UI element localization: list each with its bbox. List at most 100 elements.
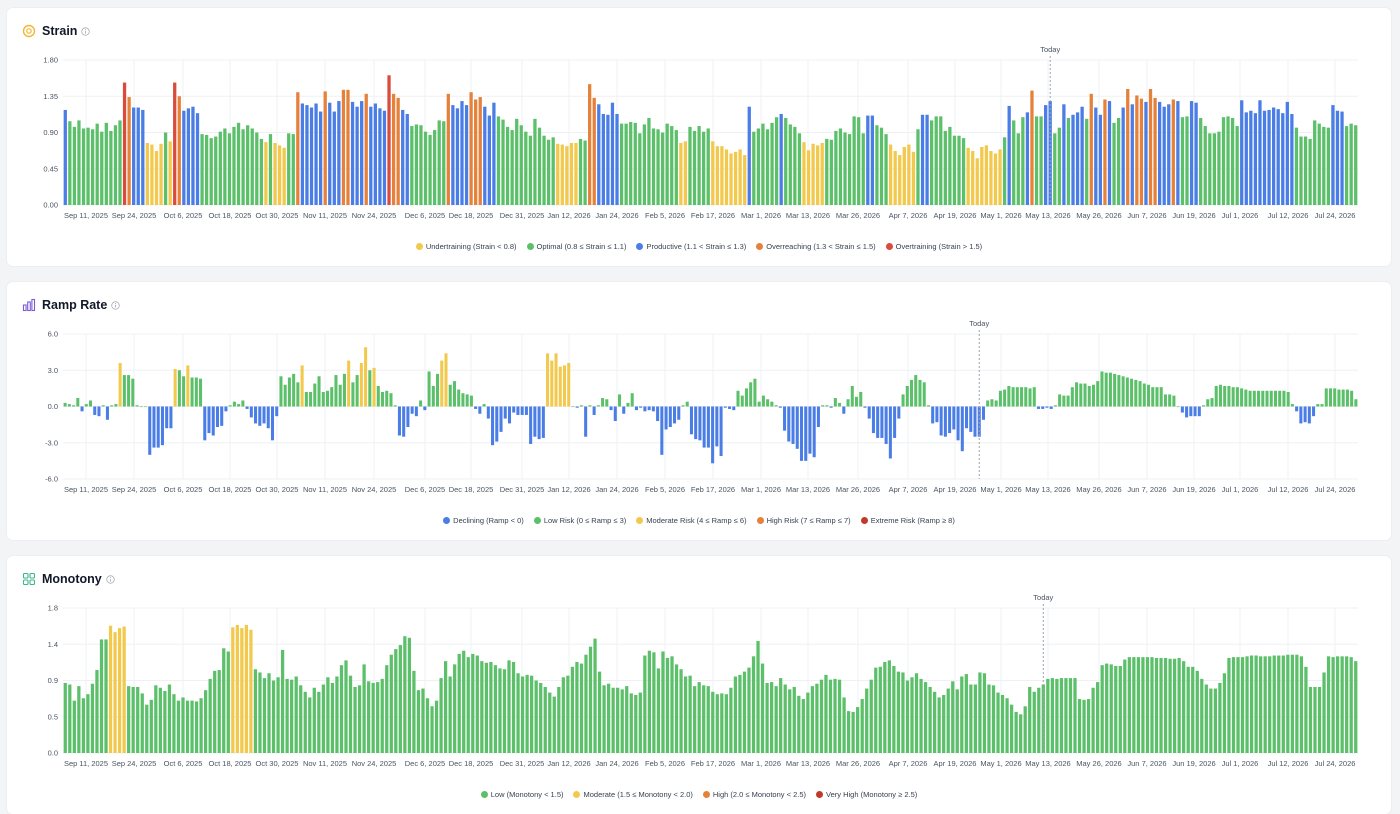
bar[interactable]	[816, 145, 820, 205]
bar[interactable]	[610, 102, 615, 205]
bar[interactable]	[656, 129, 660, 205]
bar[interactable]	[562, 365, 567, 407]
bar[interactable]	[478, 406, 482, 414]
bar[interactable]	[101, 405, 105, 407]
bar[interactable]	[1104, 372, 1108, 407]
bar[interactable]	[529, 406, 533, 444]
bar[interactable]	[122, 82, 127, 205]
bar[interactable]	[396, 97, 400, 205]
bar[interactable]	[1118, 666, 1122, 753]
bar[interactable]	[592, 97, 596, 205]
bar[interactable]	[1345, 389, 1349, 407]
bar[interactable]	[330, 682, 335, 753]
bar[interactable]	[1032, 387, 1036, 407]
bar[interactable]	[928, 686, 932, 753]
bar[interactable]	[1058, 394, 1062, 407]
bar[interactable]	[1044, 105, 1048, 205]
bar[interactable]	[474, 99, 478, 205]
bar[interactable]	[865, 688, 869, 753]
bar[interactable]	[784, 118, 788, 205]
bar[interactable]	[981, 406, 985, 420]
bar[interactable]	[266, 406, 270, 429]
bar[interactable]	[854, 396, 859, 407]
bar[interactable]	[1217, 131, 1221, 205]
bar[interactable]	[579, 405, 583, 407]
bar[interactable]	[620, 689, 624, 753]
bar[interactable]	[309, 107, 314, 205]
bar[interactable]	[421, 688, 425, 753]
bar[interactable]	[857, 117, 861, 205]
bar[interactable]	[1210, 398, 1214, 407]
bar[interactable]	[132, 107, 136, 205]
bar[interactable]	[1025, 112, 1030, 205]
bar[interactable]	[966, 147, 970, 205]
bar[interactable]	[1281, 113, 1285, 205]
bar[interactable]	[923, 682, 928, 753]
bar[interactable]	[1200, 678, 1204, 753]
bar[interactable]	[462, 650, 466, 753]
bar[interactable]	[368, 370, 372, 407]
bar[interactable]	[168, 141, 172, 205]
bar[interactable]	[495, 406, 499, 442]
bar[interactable]	[729, 153, 733, 205]
bar[interactable]	[638, 133, 642, 205]
bar[interactable]	[145, 704, 149, 753]
bar[interactable]	[783, 684, 787, 753]
bar[interactable]	[778, 406, 782, 408]
bar[interactable]	[1182, 661, 1186, 753]
bar[interactable]	[1249, 655, 1254, 753]
bar[interactable]	[63, 109, 67, 205]
bar[interactable]	[67, 404, 71, 407]
bar[interactable]	[674, 664, 679, 753]
bar[interactable]	[1223, 385, 1227, 407]
bar[interactable]	[1227, 385, 1231, 407]
bar[interactable]	[625, 686, 629, 753]
bar[interactable]	[533, 406, 537, 437]
bar[interactable]	[795, 406, 799, 449]
bar[interactable]	[647, 406, 651, 411]
bar[interactable]	[110, 405, 114, 407]
bar[interactable]	[448, 384, 452, 407]
bar[interactable]	[1345, 656, 1349, 753]
bar[interactable]	[385, 390, 389, 407]
bar[interactable]	[1003, 389, 1007, 407]
bar[interactable]	[304, 392, 308, 407]
bar[interactable]	[740, 395, 744, 407]
bar[interactable]	[150, 144, 154, 205]
bar[interactable]	[200, 134, 204, 205]
bar[interactable]	[1290, 404, 1294, 407]
bar[interactable]	[190, 700, 194, 753]
bar[interactable]	[1197, 406, 1201, 417]
bar[interactable]	[455, 108, 460, 205]
bar[interactable]	[1162, 106, 1166, 205]
bar[interactable]	[633, 122, 637, 205]
bar[interactable]	[756, 128, 761, 205]
bar[interactable]	[1354, 399, 1358, 407]
bar[interactable]	[1230, 118, 1235, 205]
bar[interactable]	[946, 688, 950, 753]
bar[interactable]	[539, 682, 543, 753]
bar[interactable]	[502, 669, 507, 753]
bar[interactable]	[339, 665, 344, 753]
bar[interactable]	[852, 116, 856, 205]
bar[interactable]	[783, 406, 787, 431]
bar[interactable]	[259, 138, 263, 205]
bar[interactable]	[1116, 118, 1121, 205]
bar[interactable]	[1126, 89, 1130, 205]
bar[interactable]	[897, 406, 901, 419]
bar[interactable]	[766, 399, 770, 407]
bar[interactable]	[804, 406, 808, 461]
bar[interactable]	[1073, 678, 1077, 753]
bar[interactable]	[362, 664, 366, 753]
bar[interactable]	[423, 131, 428, 205]
bar[interactable]	[1112, 122, 1116, 205]
bar[interactable]	[262, 406, 266, 424]
bar[interactable]	[440, 360, 444, 407]
bar[interactable]	[998, 390, 1002, 407]
bar[interactable]	[558, 366, 562, 407]
bar[interactable]	[296, 92, 300, 205]
bar[interactable]	[113, 632, 117, 753]
bar[interactable]	[1050, 678, 1054, 753]
bar[interactable]	[80, 406, 84, 412]
bar[interactable]	[389, 393, 393, 407]
